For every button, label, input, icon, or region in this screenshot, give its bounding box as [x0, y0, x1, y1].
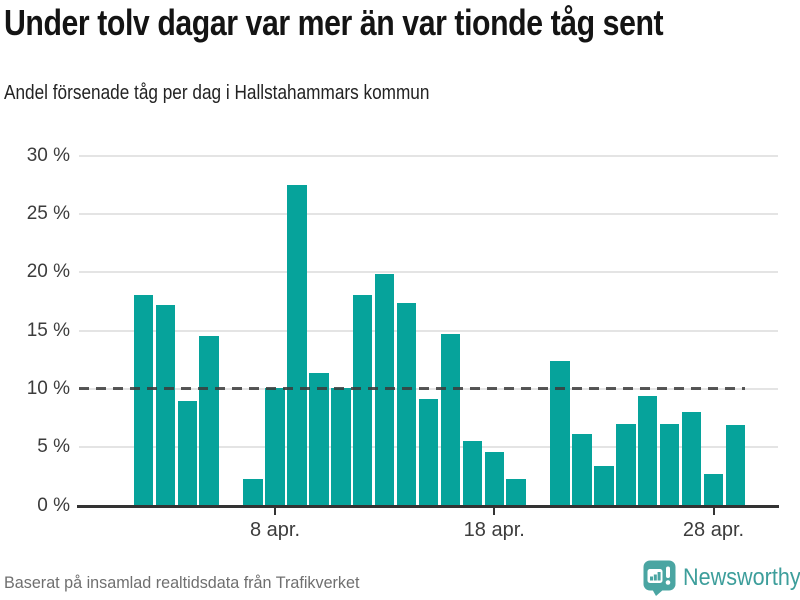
bar-25-apr	[637, 395, 658, 506]
bar-18-apr	[484, 451, 504, 506]
bar-27-apr	[681, 412, 702, 506]
bar-10-apr	[309, 372, 329, 506]
bar-7-apr	[243, 478, 263, 506]
bar-11-apr	[331, 387, 351, 506]
bar-9-apr	[287, 184, 307, 506]
y-tick-label: 0 %	[37, 494, 70, 516]
bar-21-apr	[550, 360, 570, 506]
x-tick-mark	[274, 508, 276, 515]
newsworthy-logo[interactable]: Newsworthy	[643, 560, 800, 596]
bar-23-apr	[594, 465, 614, 506]
gridline-15pct	[79, 329, 778, 332]
source-note: Baserat på insamlad realtidsdata från Tr…	[4, 573, 360, 592]
x-tick-mark	[712, 508, 715, 515]
x-tick-label: 18 apr.	[463, 519, 525, 541]
bar-3-apr	[155, 305, 176, 506]
bar-26-apr	[659, 423, 680, 506]
bar-29-apr	[725, 425, 746, 506]
bar-16-apr	[440, 334, 461, 506]
bar-14-apr	[396, 302, 417, 506]
y-tick-label: 15 %	[26, 319, 70, 341]
newsworthy-wordmark: Newsworthy	[683, 564, 800, 591]
bar-19-apr	[506, 478, 526, 506]
bar-15-apr	[418, 399, 439, 506]
x-tick-mark	[493, 508, 496, 515]
bar-12-apr	[352, 294, 373, 506]
y-tick-label: 5 %	[37, 436, 70, 458]
y-tick-label: 25 %	[26, 203, 70, 225]
bar-8-apr	[265, 387, 285, 506]
reference-line-10pct	[79, 387, 745, 391]
bar-22-apr	[572, 434, 592, 506]
y-tick-label: 20 %	[26, 261, 70, 283]
newsworthy-icon	[643, 560, 676, 596]
gridline-25pct	[79, 213, 778, 216]
bar-24-apr	[616, 423, 636, 506]
gridline-20pct	[79, 271, 778, 274]
bar-28-apr	[703, 474, 724, 506]
chart-title: Under tolv dagar var mer än var tionde t…	[4, 2, 664, 43]
y-tick-label: 10 %	[26, 377, 70, 399]
bar-17-apr	[462, 441, 483, 506]
x-tick-label: 28 apr.	[682, 519, 745, 541]
y-tick-label: 30 %	[26, 144, 70, 166]
x-axis-line	[77, 505, 779, 508]
bar-5-apr	[199, 336, 219, 506]
bar-4-apr	[177, 400, 198, 506]
x-tick-label: 8 apr.	[249, 519, 301, 541]
chart-subtitle: Andel försenade tåg per dag i Hallstaham…	[4, 82, 430, 104]
gridline-30pct	[79, 154, 778, 157]
bar-2-apr	[133, 294, 154, 506]
